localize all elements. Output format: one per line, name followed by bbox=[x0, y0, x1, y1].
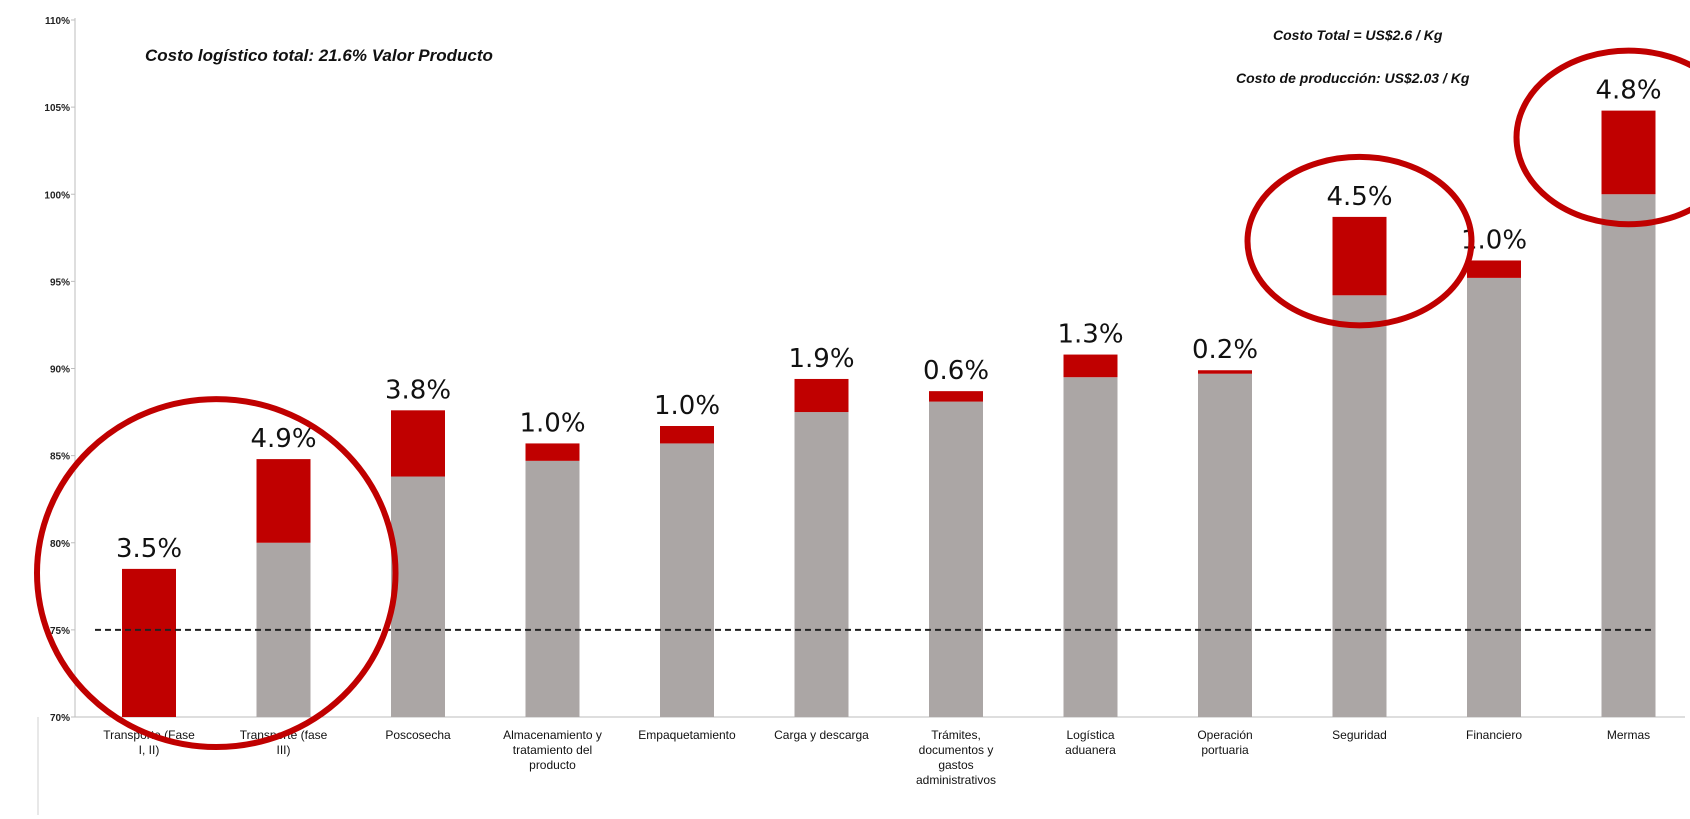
data-label: 1.3% bbox=[1057, 320, 1123, 350]
bar-base bbox=[256, 542, 311, 717]
category-label: Mermas bbox=[1607, 728, 1650, 742]
bar-base bbox=[1063, 377, 1118, 717]
category-label: documentos y bbox=[919, 743, 994, 757]
bar-base bbox=[660, 443, 714, 717]
y-tick-label: 100% bbox=[44, 190, 70, 201]
bar-base bbox=[525, 460, 580, 717]
bar-increment bbox=[1601, 110, 1656, 195]
category-label: Logística bbox=[1066, 728, 1114, 742]
bar-increment bbox=[929, 391, 983, 402]
category-label: III) bbox=[277, 743, 291, 757]
y-tick-label: 95% bbox=[50, 277, 70, 288]
y-tick-label: 110% bbox=[45, 16, 70, 27]
category-label: Empaquetamiento bbox=[638, 728, 736, 742]
total-cost-note: Costo Total = US$2.6 / Kg bbox=[1273, 27, 1443, 43]
highlight-circle bbox=[34, 396, 399, 750]
bar-increment bbox=[391, 410, 445, 477]
bar-base bbox=[1198, 373, 1252, 717]
production-cost-note: Costo de producción: US$2.03 / Kg bbox=[1236, 70, 1470, 86]
data-label: 4.8% bbox=[1595, 76, 1661, 106]
bar-base bbox=[1601, 194, 1656, 717]
highlight-circle bbox=[1244, 153, 1475, 329]
data-label: 4.5% bbox=[1326, 182, 1392, 212]
category-label: Carga y descarga bbox=[774, 728, 869, 742]
bar-increment bbox=[1467, 260, 1521, 278]
y-tick-label: 105% bbox=[44, 103, 70, 114]
bar-increment bbox=[1332, 216, 1387, 296]
category-label: Poscosecha bbox=[385, 728, 451, 742]
category-label: Financiero bbox=[1466, 728, 1522, 742]
total-logistics-cost-note: Costo logístico total: 21.6% Valor Produ… bbox=[145, 46, 493, 65]
data-label: 1.0% bbox=[654, 391, 720, 421]
y-tick-label: 90% bbox=[50, 365, 70, 376]
bar-increment bbox=[256, 459, 311, 543]
category-label: I, II) bbox=[139, 743, 160, 757]
bar-increment bbox=[660, 426, 714, 444]
category-label: Almacenamiento y bbox=[503, 728, 602, 742]
data-label: 4.9% bbox=[250, 424, 316, 454]
bar-base bbox=[391, 476, 445, 717]
bar-increment bbox=[1063, 354, 1118, 378]
category-label: gastos bbox=[938, 758, 973, 772]
bar-base bbox=[1332, 295, 1387, 717]
bar-base bbox=[1467, 277, 1521, 717]
category-label: aduanera bbox=[1065, 743, 1116, 757]
category-label: tratamiento del bbox=[513, 743, 592, 757]
bar-base bbox=[794, 412, 849, 717]
category-label: Seguridad bbox=[1332, 728, 1387, 742]
bar-increment bbox=[794, 378, 849, 413]
category-label: portuaria bbox=[1201, 743, 1249, 757]
category-label: producto bbox=[529, 758, 576, 772]
bar-increment bbox=[525, 443, 580, 461]
category-label: Trámites, bbox=[931, 728, 981, 742]
y-tick-label: 70% bbox=[50, 713, 70, 724]
y-tick-label: 85% bbox=[50, 452, 70, 463]
data-label: 0.2% bbox=[1192, 335, 1258, 365]
y-tick-label: 80% bbox=[50, 539, 70, 550]
data-label: 3.5% bbox=[116, 534, 182, 564]
data-label: 0.6% bbox=[923, 356, 989, 386]
y-tick-label: 75% bbox=[50, 626, 70, 637]
bar-base bbox=[929, 401, 983, 717]
data-label: 1.0% bbox=[519, 408, 585, 438]
category-label: administrativos bbox=[916, 773, 996, 787]
data-label: 1.9% bbox=[788, 344, 854, 374]
category-label: Operación bbox=[1197, 728, 1252, 742]
data-label: 3.8% bbox=[385, 375, 451, 405]
bar-increment bbox=[1198, 370, 1252, 374]
bar-increment bbox=[122, 568, 176, 717]
highlight-circle bbox=[1513, 47, 1690, 228]
